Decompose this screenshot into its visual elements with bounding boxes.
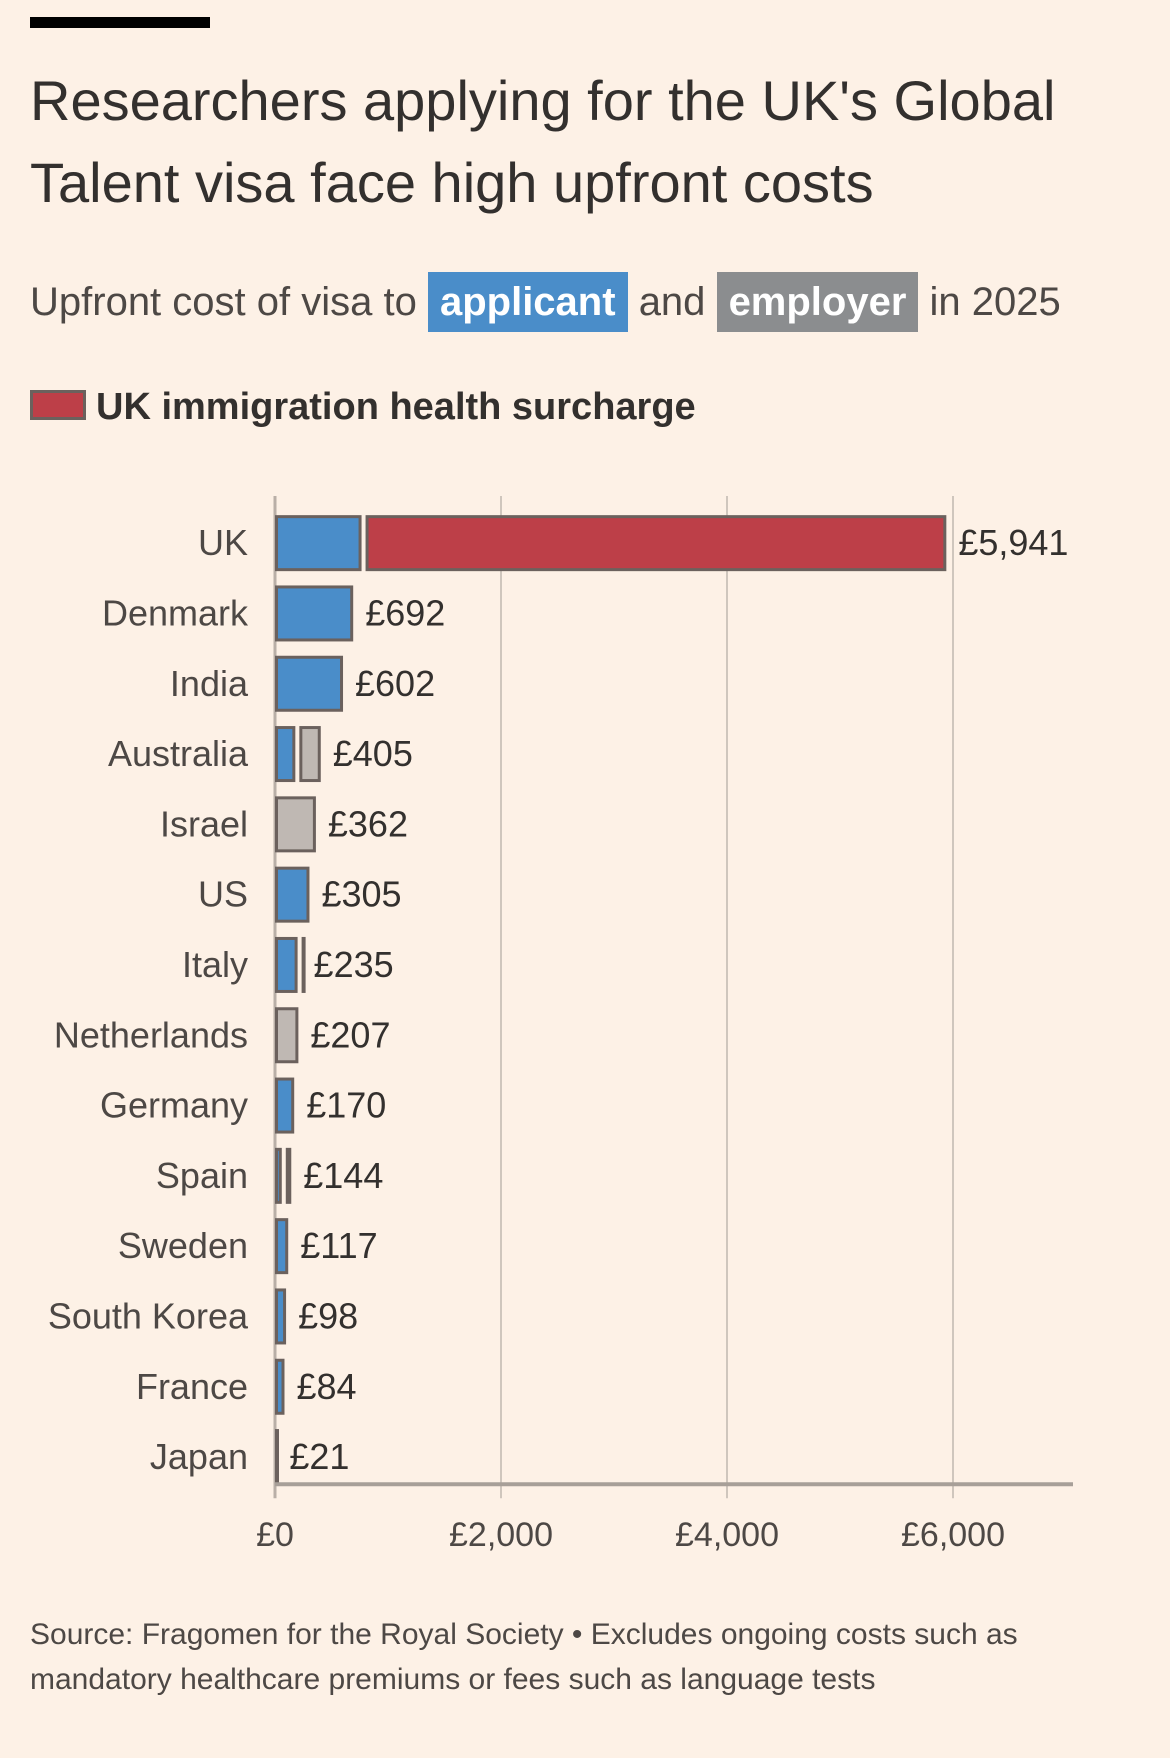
source-note: Source: Fragomen for the Royal Society •… xyxy=(30,1618,1018,1696)
bar-applicant xyxy=(275,936,298,993)
category-label: South Korea xyxy=(48,1295,249,1336)
legend-surcharge: UK immigration health surcharge xyxy=(30,380,696,434)
bar-employer xyxy=(285,1147,292,1204)
bar-applicant xyxy=(275,726,296,783)
bar-applicant xyxy=(275,1288,287,1345)
chart-subtitle: Upfront cost of visa to applicant and em… xyxy=(30,272,1061,332)
bar-uk-immigration-health-surcharge xyxy=(365,515,947,572)
category-label: Australia xyxy=(108,733,249,774)
subtitle-suffix: in 2025 xyxy=(929,280,1061,324)
bar-employer xyxy=(301,936,306,993)
bar-applicant xyxy=(275,515,362,572)
bar-applicant xyxy=(275,866,310,923)
x-tick-label: £6,000 xyxy=(901,1516,1005,1554)
data-label: £84 xyxy=(296,1366,356,1407)
bar-applicant xyxy=(275,1077,295,1134)
bar-applicant xyxy=(275,655,344,712)
category-label: France xyxy=(136,1366,248,1407)
x-tick-label: £2,000 xyxy=(449,1516,553,1554)
x-tick-label: £4,000 xyxy=(675,1516,779,1554)
chart-title: Researchers applying for the UK's Global… xyxy=(30,69,1056,214)
subtitle-prefix: Upfront cost of visa to xyxy=(30,280,417,324)
data-label: £98 xyxy=(298,1295,358,1336)
category-label: UK xyxy=(198,522,248,563)
bar-applicant xyxy=(275,1429,279,1486)
data-label: £235 xyxy=(314,944,394,985)
category-label: Israel xyxy=(160,803,248,844)
data-label: £692 xyxy=(365,592,445,633)
bar-applicant xyxy=(275,585,354,642)
bar-applicant xyxy=(275,1218,289,1275)
data-label: £144 xyxy=(303,1155,383,1196)
legend-employer: employer xyxy=(716,272,919,332)
category-label: Netherlands xyxy=(54,1014,248,1055)
bar-chart: £0 £2,000 £4,000 £6,000 UK £5,941 Denmark £692 I… xyxy=(48,496,1073,1554)
bar-employer xyxy=(275,796,316,853)
data-label: £5,941 xyxy=(958,522,1068,563)
bar-applicant xyxy=(275,1147,282,1204)
data-label: £170 xyxy=(306,1085,386,1126)
data-label: £21 xyxy=(289,1436,349,1477)
category-label: Japan xyxy=(150,1436,248,1477)
data-label: £305 xyxy=(321,874,401,915)
category-label: Spain xyxy=(156,1155,248,1196)
subtitle-and: and xyxy=(638,280,706,324)
brand-bar xyxy=(30,17,210,28)
category-label: US xyxy=(198,874,248,915)
category-label: Sweden xyxy=(118,1225,248,1266)
bar-employer xyxy=(275,1007,299,1064)
data-label: £362 xyxy=(328,803,408,844)
data-label: £207 xyxy=(310,1014,390,1055)
x-tick-label: £0 xyxy=(256,1516,294,1554)
bar-employer xyxy=(299,726,321,783)
data-label: £117 xyxy=(300,1225,377,1266)
legend-surcharge-label: UK immigration health surcharge xyxy=(96,386,696,428)
data-label: £405 xyxy=(333,733,413,774)
legend-applicant: applicant xyxy=(427,272,628,332)
category-label: Italy xyxy=(182,944,248,985)
data-label: £602 xyxy=(355,663,435,704)
category-label: India xyxy=(170,663,249,704)
bar-applicant xyxy=(275,1358,285,1415)
legend-swatch-surcharge xyxy=(30,389,86,420)
category-label: Denmark xyxy=(102,592,249,633)
category-label: Germany xyxy=(100,1085,248,1126)
